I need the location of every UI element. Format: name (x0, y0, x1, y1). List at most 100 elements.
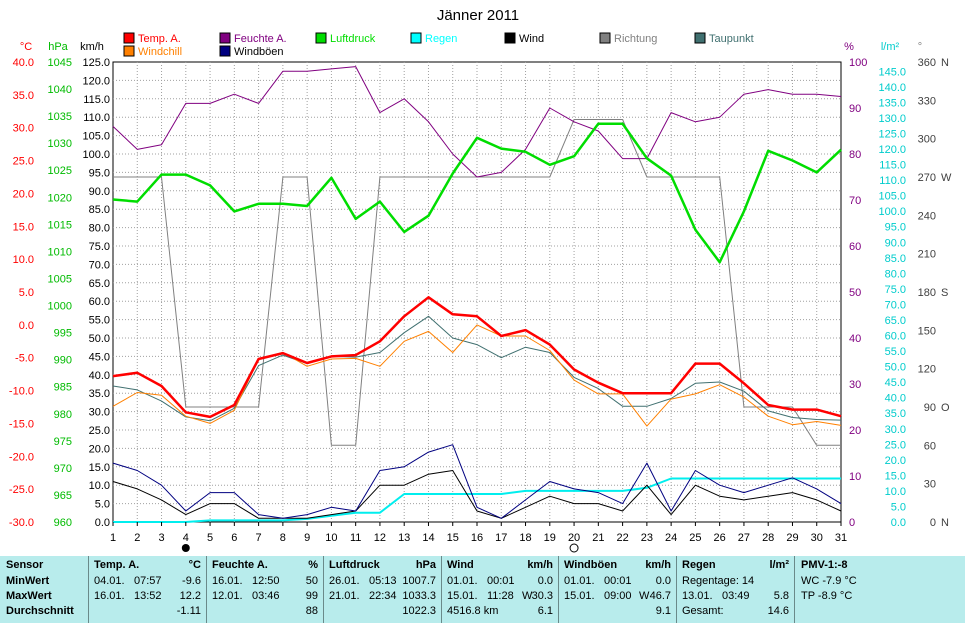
y-tick-hpa: 990 (54, 355, 72, 367)
legend-label: Windchill (138, 46, 182, 58)
y-tick-dir: 300 (918, 134, 936, 146)
x-tick-label: 4 (183, 532, 189, 544)
legend-label: Taupunkt (709, 33, 754, 45)
press-min-time: 05:13 (369, 575, 397, 587)
y-tick-kmh: 25.0 (89, 425, 110, 437)
y-tick-kmh: 75.0 (89, 241, 110, 253)
y-tick-hpa: 985 (54, 382, 72, 394)
stats-labels: Sensor MinWert MaxWert Durchschnitt (0, 556, 88, 623)
y-tick-temp: 35.0 (13, 90, 34, 102)
rain-max-date: 13.01. (682, 590, 713, 602)
series-regen (113, 477, 841, 523)
label-avg: Durchschnitt (6, 605, 74, 617)
gust-min-date: 01.01. (564, 575, 595, 587)
x-tick-label: 8 (280, 532, 286, 544)
stats-pmv: PMV-1:-8 WC -7.9 °C TP -8.9 °C (794, 556, 965, 623)
y-tick-rain: 65.0 (885, 315, 906, 327)
y-tick-kmh: 10.0 (89, 480, 110, 492)
y-tick-rain: 70.0 (885, 299, 906, 311)
x-tick-label: 20 (568, 532, 580, 544)
y-tick-hpa: 995 (54, 328, 72, 340)
x-tick-label: 3 (158, 532, 164, 544)
y-tick-dir: 210 (918, 249, 936, 261)
y-tick-rain: 90.0 (885, 237, 906, 249)
x-tick-label: 27 (738, 532, 750, 544)
series (112, 66, 842, 523)
temp-unit: °C (188, 559, 201, 571)
y-tick-rain: 95.0 (885, 222, 906, 234)
x-tick-label: 21 (592, 532, 604, 544)
legend-swatch (599, 32, 611, 44)
rain-unit: l/m² (769, 559, 789, 571)
temp-min-time: 07:57 (134, 575, 162, 587)
legend-swatch (123, 45, 135, 57)
y-tick-rain: 135.0 (878, 97, 906, 109)
y-tick-temp: -20.0 (9, 451, 34, 463)
unit-label-hpa: hPa (48, 41, 68, 53)
stats-wind: Wind km/h 01.01. 00:01 0.0 15.01. 11:28 W 30.3… (441, 556, 559, 623)
wind-title: Wind (447, 559, 474, 571)
legend: Temp. A. Feuchte A. Luftdruck Regen Wind Rich… (123, 32, 754, 58)
temp-min-date: 04.01. (94, 575, 125, 587)
y-tick-pct: 40 (849, 333, 861, 345)
stats-rain: Regen l/m² Regentage: 14 13.01. 03:49 5.8 G… (676, 556, 795, 623)
y-tick-dir: 60 (924, 440, 936, 452)
x-tick-label: 1 (110, 532, 116, 544)
y-tick-pct: 0 (849, 517, 855, 529)
y-tick-hpa: 980 (54, 409, 72, 421)
y-tick-temp: 25.0 (13, 156, 34, 168)
y-tick-temp: -25.0 (9, 484, 34, 496)
y-tick-dir: 180 (918, 287, 936, 299)
y-tick-pct: 80 (849, 149, 861, 161)
wind-min-time: 00:01 (487, 575, 515, 587)
legend-swatch (123, 32, 135, 44)
x-tick-label: 23 (641, 532, 653, 544)
legend-label: Wind (519, 33, 544, 45)
y-tick-kmh: 95.0 (89, 167, 110, 179)
temp-max-time: 13:52 (134, 590, 162, 602)
y-tick-rain: 25.0 (885, 439, 906, 451)
y-tick-rain: 40.0 (885, 393, 906, 405)
x-tick-label: 22 (616, 532, 628, 544)
legend-label: Temp. A. (138, 33, 181, 45)
y-tick-kmh: 45.0 (89, 351, 110, 363)
y-tick-dir: 0 (930, 517, 936, 529)
y-tick-hpa: 1020 (48, 192, 72, 204)
label-min: MinWert (6, 575, 50, 587)
x-tick-label: 25 (689, 532, 701, 544)
x-tick-label: 10 (325, 532, 337, 544)
statistics-panel: Sensor MinWert MaxWert Durchschnitt Temp… (0, 556, 965, 623)
y-tick-pct: 50 (849, 287, 861, 299)
axes: -30.0 -25.0 -20.0 -15.0 -10.0 -5.0 0.0 5.0 10.0 1… (9, 57, 952, 529)
y-tick-rain: 100.0 (878, 206, 906, 218)
y-tick-rain: 30.0 (885, 424, 906, 436)
legend-label: Richtung (614, 33, 657, 45)
hum-title: Feuchte A. (212, 559, 268, 571)
legend-swatch (219, 45, 231, 57)
press-max: 1033.3 (402, 590, 436, 602)
hum-unit: % (308, 559, 318, 571)
y-tick-temp: 20.0 (13, 188, 34, 200)
y-tick-dir: 330 (918, 95, 936, 107)
series-windchill (112, 324, 842, 427)
y-tick-rain: 120.0 (878, 144, 906, 156)
y-tick-temp: -15.0 (9, 418, 34, 430)
x-tick-label: 11 (350, 532, 361, 544)
series-taupunkt (112, 315, 842, 422)
hum-min-date: 16.01. (212, 575, 243, 587)
y-tick-rain: 110.0 (879, 175, 906, 187)
wind-max-dir: W (522, 590, 533, 602)
x-axis: 1 2 3 4 5 6 7 8 9 10 11 12 13 14 15 16 17 18 19 20 21 22 23 24 2… (110, 522, 847, 553)
press-max-time: 22:34 (369, 590, 397, 602)
hum-avg: 88 (305, 605, 318, 617)
legend-label: Regen (425, 33, 457, 45)
x-tick-label: 17 (495, 532, 507, 544)
gust-max-time: 09:00 (604, 590, 632, 602)
x-tick-label: 12 (374, 532, 386, 544)
press-min: 1007.7 (402, 575, 436, 587)
y-tick-kmh: 0.0 (95, 517, 110, 529)
y-tick-kmh: 55.0 (89, 315, 110, 327)
y-tick-pct: 100 (849, 57, 867, 69)
rain-days: Regentage: 14 (682, 575, 755, 587)
y-tick-kmh: 15.0 (89, 462, 110, 474)
